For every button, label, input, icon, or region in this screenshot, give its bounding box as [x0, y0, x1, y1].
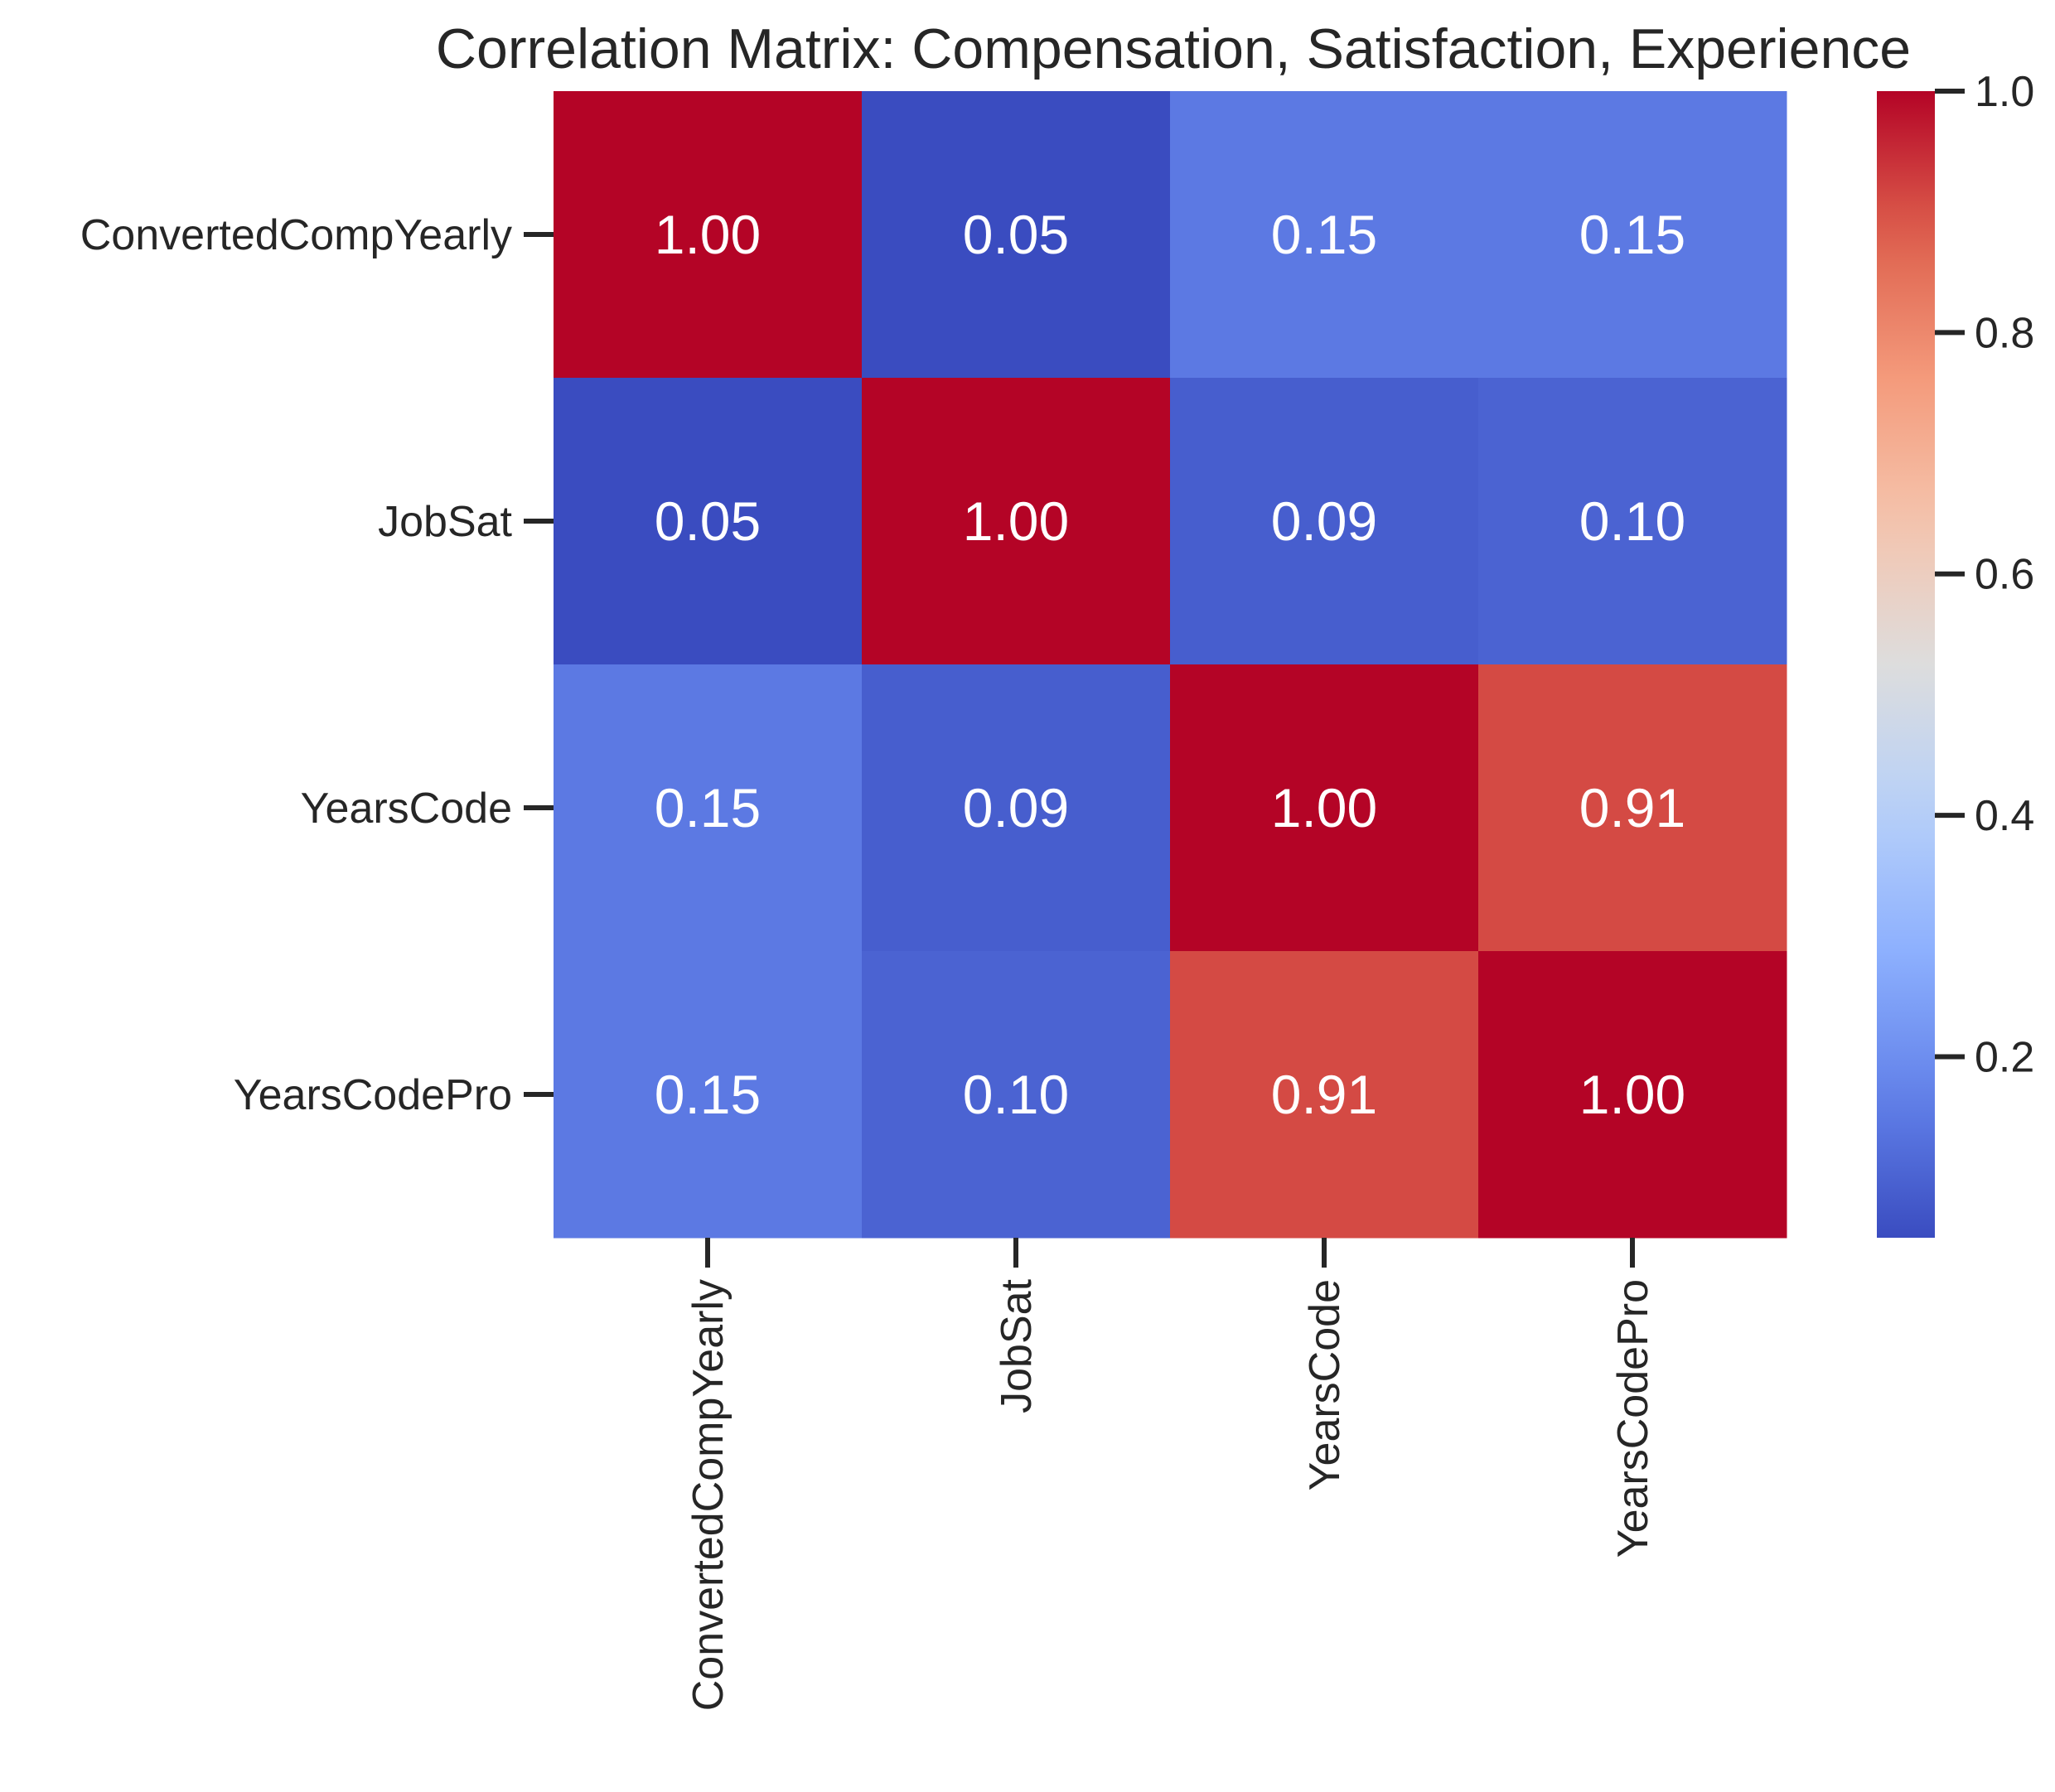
y-tick-label: ConvertedCompYearly: [80, 211, 512, 259]
colorbar-tick-label: 0.8: [1975, 309, 2034, 357]
cell-value-label: 0.10: [1579, 490, 1685, 552]
cell-value-label: 0.15: [655, 1064, 761, 1125]
x-axis: ConvertedCompYearly JobSat YearsCode YearsC…: [684, 1238, 1657, 1711]
chart-title: Correlation Matrix: Compensation, Satisf…: [436, 17, 1911, 80]
x-tick-label: YearsCode: [1301, 1279, 1349, 1490]
colorbar-ticks: 0.2 0.4 0.6 0.8 1.0: [1935, 68, 2034, 1081]
x-tick-label: YearsCodePro: [1609, 1279, 1657, 1558]
colorbar-tick-label: 0.4: [1975, 792, 2034, 840]
colorbar-rect: [1877, 91, 1935, 1238]
colorbar-tick-label: 0.2: [1975, 1033, 2034, 1081]
heatmap-cell: [1478, 91, 1787, 379]
heatmap-cell: [1170, 951, 1479, 1239]
cell-value-label: 0.05: [963, 204, 1069, 265]
colorbar-tick-label: 0.6: [1975, 551, 2034, 599]
cell-value-label: 1.00: [655, 204, 761, 265]
cell-value-label: 0.15: [1271, 204, 1377, 265]
cell-value-label: 0.91: [1271, 1064, 1377, 1125]
cell-value-label: 1.00: [963, 490, 1069, 552]
cell-value-label: 0.09: [963, 777, 1069, 838]
heatmap-cell: [554, 91, 863, 379]
heatmap-cell: [554, 378, 863, 665]
cell-value-label: 0.15: [655, 777, 761, 838]
heatmap-cell: [1478, 378, 1787, 665]
y-tick-label: YearsCodePro: [234, 1071, 512, 1119]
x-tick-label: JobSat: [993, 1278, 1041, 1413]
heatmap-cell: [862, 664, 1171, 952]
colorbar: 0.2 0.4 0.6 0.8 1.0: [1877, 68, 2034, 1238]
cell-value-label: 1.00: [1271, 777, 1377, 838]
cell-value-label: 0.10: [963, 1064, 1069, 1125]
colorbar-tick-label: 1.0: [1975, 68, 2034, 116]
heatmap-cell: [1478, 664, 1787, 952]
heatmap-cell: [1478, 951, 1787, 1239]
heatmap-cell: [862, 378, 1171, 665]
heatmap-cell: [862, 91, 1171, 379]
cell-value-label: 0.05: [655, 490, 761, 552]
heatmap-cell: [862, 951, 1171, 1239]
cell-value-label: 0.09: [1271, 490, 1377, 552]
heatmap-cell: [1170, 664, 1479, 952]
cell-value-label: 0.15: [1579, 204, 1685, 265]
y-tick-label: JobSat: [378, 498, 512, 546]
heatmap-annotations: 1.00 0.05 0.15 0.15 0.05 1.00 0.09 0.10 0.15 0.09…: [655, 204, 1685, 1125]
heatmap-cell: [554, 951, 863, 1239]
heatmap-cell: [1170, 378, 1479, 665]
cell-value-label: 0.91: [1579, 777, 1685, 838]
y-tick-label: YearsCode: [301, 785, 512, 833]
cell-value-label: 1.00: [1579, 1064, 1685, 1125]
heatmap-cell: [1170, 91, 1479, 379]
x-tick-label: ConvertedCompYearly: [684, 1279, 733, 1711]
heatmap-cell: [554, 664, 863, 952]
y-axis: ConvertedCompYearly JobSat YearsCode YearsC…: [80, 211, 554, 1119]
heatmap-cells: [554, 91, 1787, 1239]
